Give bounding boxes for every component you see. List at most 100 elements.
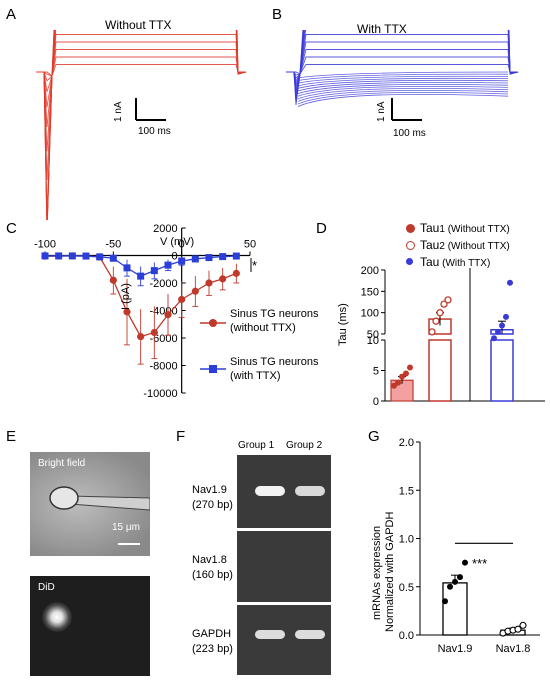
tau-data-point	[491, 335, 497, 342]
iv-point-with-ttx	[219, 253, 227, 261]
iv-point-without-ttx	[178, 295, 186, 304]
mrna-data-point	[457, 574, 463, 581]
panel-b-scalebar	[391, 98, 422, 121]
gel-lane-gapdh	[237, 605, 331, 675]
tau-y-tick-label: 10	[367, 335, 379, 347]
legend-without-ttx-line2: (without TTX)	[230, 322, 296, 334]
nav19-band-group1	[255, 486, 285, 496]
panel-a-scale-y: 1 nA	[113, 101, 124, 122]
current-traces-with-ttx	[286, 30, 519, 107]
tau-bar-lower-part	[490, 339, 514, 402]
tau-data-point	[507, 279, 513, 286]
panel-d-letter: D	[316, 220, 327, 237]
current-trace	[286, 30, 519, 94]
iv-y-tick-label: -8000	[150, 361, 178, 373]
tau-data-point	[395, 379, 401, 386]
gel-group1-label: Group 1	[238, 440, 275, 451]
iv-point-with-ttx	[68, 252, 76, 260]
iv-y-tick-label: 2000	[153, 223, 177, 235]
iv-x-tick-label: -100	[34, 239, 56, 251]
gapdh-band-group2	[295, 630, 325, 639]
mrna-y-tick-label: 1.5	[399, 485, 414, 497]
current-trace	[36, 56, 247, 77]
bright-field-image: Bright field 15 μm	[30, 452, 150, 556]
did-fluorescence-image: DiD	[30, 576, 150, 676]
neuron-pipette-drawing	[49, 486, 150, 545]
nav19-band-group2	[295, 486, 325, 496]
current-trace	[36, 30, 247, 220]
tau-data-point	[440, 300, 448, 308]
iv-y-tick-label: -10000	[143, 388, 177, 400]
gel-row3-size: (223 bp)	[192, 643, 233, 655]
iv-y-tick-label: -6000	[150, 333, 178, 345]
iv-point-with-ttx	[41, 252, 49, 260]
iv-y-tick-label: 0	[172, 251, 178, 263]
iv-point-without-ttx	[150, 328, 158, 337]
tau-data-point	[407, 364, 413, 371]
current-trace	[297, 81, 509, 92]
mrna-category-label: Nav1.8	[496, 643, 531, 655]
tau-y-tick-label: 200	[361, 265, 379, 277]
iv-point-without-ttx	[164, 311, 172, 319]
panel-c-letter: C	[6, 220, 17, 237]
panel-b-title: With TTX	[357, 22, 407, 36]
iv-y-tick-label: -2000	[150, 278, 178, 290]
current-trace	[286, 30, 519, 106]
did-labeled-cell	[42, 602, 72, 632]
mrna-y-tick-label: 0.5	[399, 582, 414, 594]
current-trace	[297, 71, 509, 79]
iv-point-without-ttx	[232, 269, 240, 277]
current-trace	[297, 77, 509, 87]
tau-data-point	[403, 370, 409, 377]
bright-field-label: Bright field	[38, 458, 86, 469]
tau-bar-lower-part	[428, 339, 452, 402]
gel-row1-size: (270 bp)	[192, 499, 233, 511]
mrna-bar	[442, 582, 468, 636]
legend-tau1-marker	[406, 224, 415, 233]
mrna-data-point	[514, 625, 522, 633]
iv-point-with-ttx	[96, 253, 104, 261]
mrna-data-point	[447, 583, 453, 590]
legend-tau-ttx-marker	[406, 258, 413, 265]
panel-g-letter: G	[368, 428, 380, 445]
iv-x-tick-label: -50	[105, 239, 121, 251]
legend-with-ttx-line1: Sinus TG neurons	[230, 356, 319, 368]
tau-data-point	[436, 309, 444, 317]
legend-tau2-marker	[406, 241, 415, 250]
tau-y-tick-label: 0	[373, 396, 379, 408]
panel-b-scale-y: 1 nA	[376, 101, 387, 122]
iv-x-tick-label: 50	[244, 239, 256, 251]
panel-a-scale-x: 100 ms	[138, 126, 171, 137]
gel-lane-nav19	[237, 455, 331, 528]
mrna-y-tick-label: 2.0	[399, 437, 414, 449]
panel-b-scale-x: 100 ms	[393, 128, 426, 139]
tau-y-tick-label: 150	[361, 286, 379, 298]
panel-b-traces	[286, 30, 519, 107]
iv-significance: *	[252, 258, 258, 273]
current-trace	[297, 79, 509, 89]
iv-point-without-ttx	[219, 275, 227, 283]
iv-point-without-ttx	[109, 276, 117, 284]
current-trace	[297, 83, 509, 94]
mrna-ylabel-line2: Normalized with GAPDH	[384, 511, 396, 632]
iv-point-without-ttx	[205, 279, 213, 287]
legend-tau2: Tau2 (Without TTX)	[420, 238, 510, 252]
iv-ylabel: I (pA)	[120, 283, 132, 310]
tau-ylabel: Tau (ms)	[337, 303, 349, 346]
panel-a-traces	[36, 30, 247, 220]
iv-curve-chart: -100 -50 0 5020000-2000-4000-6000-8000-1000…	[34, 223, 256, 400]
mrna-bar-chart: 0.0 0.5 1.0 1.5 2.0 Nav1.9 Nav1.8	[399, 437, 540, 655]
gel-row2-gene: Nav1.8	[192, 554, 227, 566]
panel-e-letter: E	[6, 428, 17, 445]
mrna-category-label: Nav1.9	[438, 643, 473, 655]
gel-lane-nav18	[237, 531, 331, 602]
current-trace	[297, 75, 509, 84]
tau-data-point	[503, 313, 509, 320]
tau-data-point	[444, 296, 452, 304]
iv-point-with-ttx	[82, 252, 90, 260]
iv-y-tick-label: -4000	[150, 306, 178, 318]
current-traces-without-ttx	[36, 30, 247, 220]
current-trace	[297, 87, 509, 100]
current-trace	[286, 41, 518, 83]
